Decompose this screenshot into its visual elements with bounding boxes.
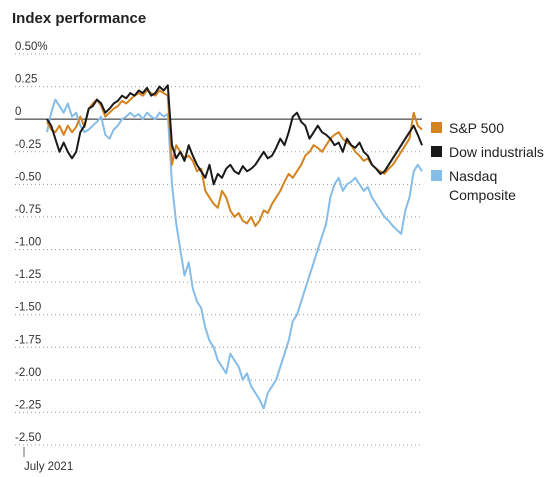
chart-title: Index performance xyxy=(12,10,147,27)
y-axis-ticks: 0.50% 0.25 0 -0.25 -0.50 -0.75 -1.00 -1.25 -1.50… xyxy=(15,41,48,444)
y-tick-label: -1.00 xyxy=(15,237,41,249)
series-line-dow-industrials xyxy=(46,84,423,186)
legend-swatch xyxy=(431,122,442,133)
y-tick-label: -0.50 xyxy=(15,171,41,183)
series-line-s-p-500 xyxy=(46,89,423,227)
legend: S&P 500 Dow industrials Nasdaq Composite xyxy=(431,120,544,203)
series-line-nasdaq-composite xyxy=(46,98,423,410)
grid-lines xyxy=(15,53,422,446)
x-axis: July 2021 xyxy=(23,447,73,473)
y-tick-label: -1.50 xyxy=(15,302,41,314)
y-tick-label: -2.50 xyxy=(15,432,41,444)
y-tick-label: 0.25 xyxy=(15,74,37,86)
y-tick-label: -1.25 xyxy=(15,269,41,281)
y-tick-label: -2.00 xyxy=(15,367,41,379)
legend-label: Dow industrials xyxy=(449,144,544,160)
series-lines xyxy=(46,84,423,410)
y-tick-label: -2.25 xyxy=(15,399,41,411)
legend-label: S&P 500 xyxy=(449,120,504,136)
legend-label: Composite xyxy=(449,187,516,203)
legend-label: Nasdaq xyxy=(449,168,497,184)
y-tick-label: -0.75 xyxy=(15,204,41,216)
x-tick-label: July 2021 xyxy=(24,461,73,473)
y-tick-label: 0.50% xyxy=(15,41,48,53)
y-tick-label: 0 xyxy=(15,106,21,118)
legend-swatch xyxy=(431,170,442,181)
y-tick-label: -1.75 xyxy=(15,334,41,346)
legend-swatch xyxy=(431,146,442,157)
y-tick-label: -0.25 xyxy=(15,139,41,151)
